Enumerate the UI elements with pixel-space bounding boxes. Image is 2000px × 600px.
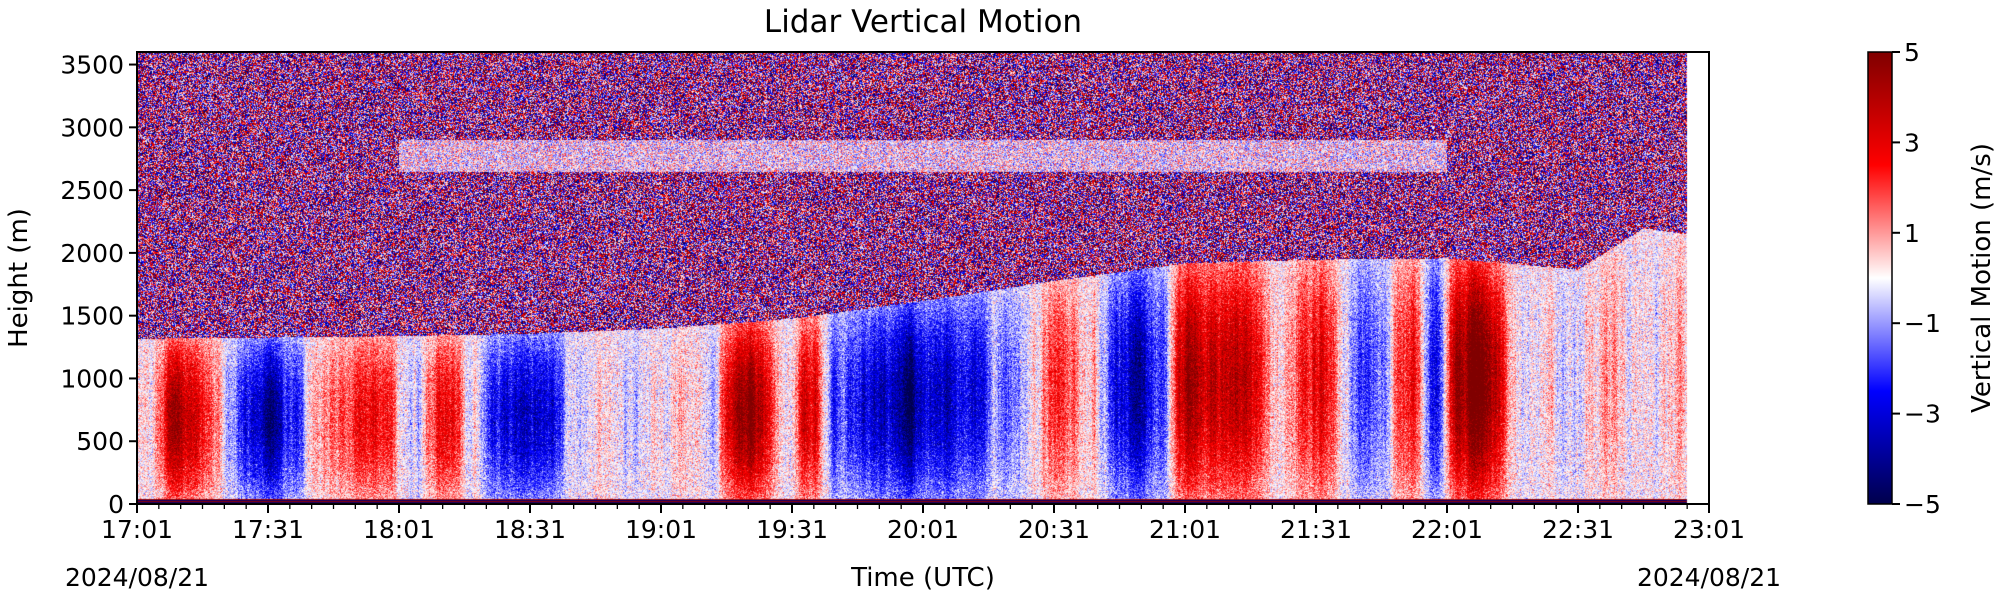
y-tick-label: 2500 (60, 176, 124, 205)
x-end-date: 2024/08/21 (1637, 563, 1781, 592)
y-axis: 0 500 1000 1500 2000 2500 3000 3500 (60, 51, 137, 519)
x-axis-label: Time (UTC) (850, 563, 995, 593)
colorbar-label: Vertical Motion (m/s) (1967, 143, 1997, 413)
colorbar (1867, 51, 1893, 505)
y-tick-label: 1500 (60, 302, 124, 331)
colorbar-tick-label: −1 (1904, 309, 1941, 338)
y-tick-label: 1000 (60, 364, 124, 393)
colorbar-ticks: 5 3 1 −1 −3 −5 (1892, 38, 1941, 519)
x-tick-label: 19:31 (756, 515, 828, 544)
y-axis-label: Height (m) (4, 208, 34, 348)
y-tick-label: 0 (108, 490, 124, 519)
x-tick-label: 23:01 (1673, 515, 1745, 544)
x-tick-label: 20:31 (1018, 515, 1090, 544)
x-tick-label: 21:31 (1280, 515, 1352, 544)
x-tick-label: 17:31 (232, 515, 304, 544)
x-tick-label: 18:31 (494, 515, 566, 544)
x-start-date: 2024/08/21 (65, 563, 209, 592)
colorbar-tick-label: −3 (1904, 400, 1941, 429)
y-tick-label: 3500 (60, 51, 124, 80)
x-tick-label: 17:01 (101, 515, 173, 544)
colorbar-tick-label: 5 (1904, 38, 1920, 67)
colorbar-tick-label: 1 (1904, 219, 1920, 248)
x-tick-label: 19:01 (625, 515, 697, 544)
x-tick-label: 20:01 (887, 515, 959, 544)
heatmap-plot-area (137, 52, 1709, 504)
colorbar-tick-label: −5 (1904, 490, 1941, 519)
x-tick-label: 22:31 (1542, 515, 1614, 544)
colorbar-tick-label: 3 (1904, 128, 1920, 157)
chart-title: Lidar Vertical Motion (764, 4, 1082, 40)
y-tick-label: 3000 (60, 113, 124, 142)
heatmap-image (137, 52, 1709, 504)
x-tick-label: 21:01 (1149, 515, 1221, 544)
y-tick-label: 500 (76, 427, 124, 456)
x-axis: 17:01 17:31 18:01 18:31 19:01 19:31 20:01 20:31… (101, 504, 1745, 544)
y-tick-label: 2000 (60, 239, 124, 268)
x-tick-label: 22:01 (1411, 515, 1483, 544)
x-tick-label: 18:01 (363, 515, 435, 544)
